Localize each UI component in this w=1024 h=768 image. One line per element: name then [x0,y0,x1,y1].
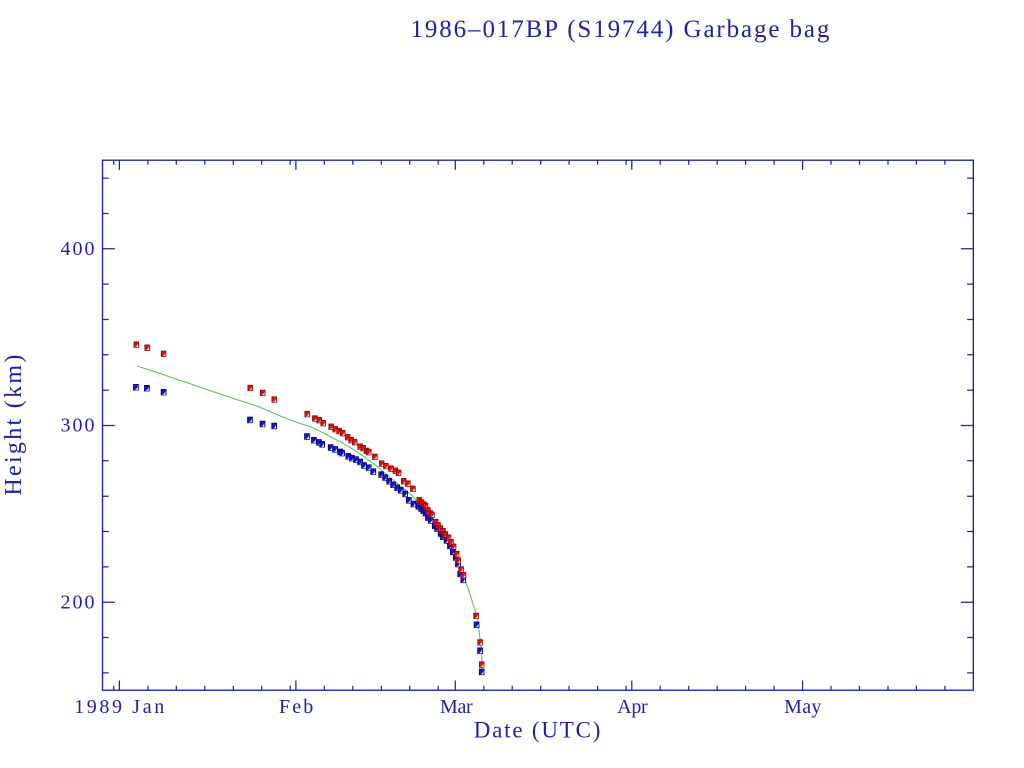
svg-text:Height (km): Height (km) [1,352,27,495]
svg-text:400: 400 [61,238,97,260]
svg-text:Apr: Apr [617,696,648,718]
svg-text:1989 Jan: 1989 Jan [74,696,167,718]
svg-text:Feb: Feb [279,696,315,718]
svg-text:Mar: Mar [440,696,473,718]
svg-text:May: May [784,696,822,718]
svg-text:200: 200 [61,591,97,613]
svg-text:300: 300 [61,415,97,437]
svg-text:1986–017BP (S19744) Garbage ba: 1986–017BP (S19744) Garbage bag [411,16,832,43]
svg-text:Date (UTC): Date (UTC) [474,718,603,743]
